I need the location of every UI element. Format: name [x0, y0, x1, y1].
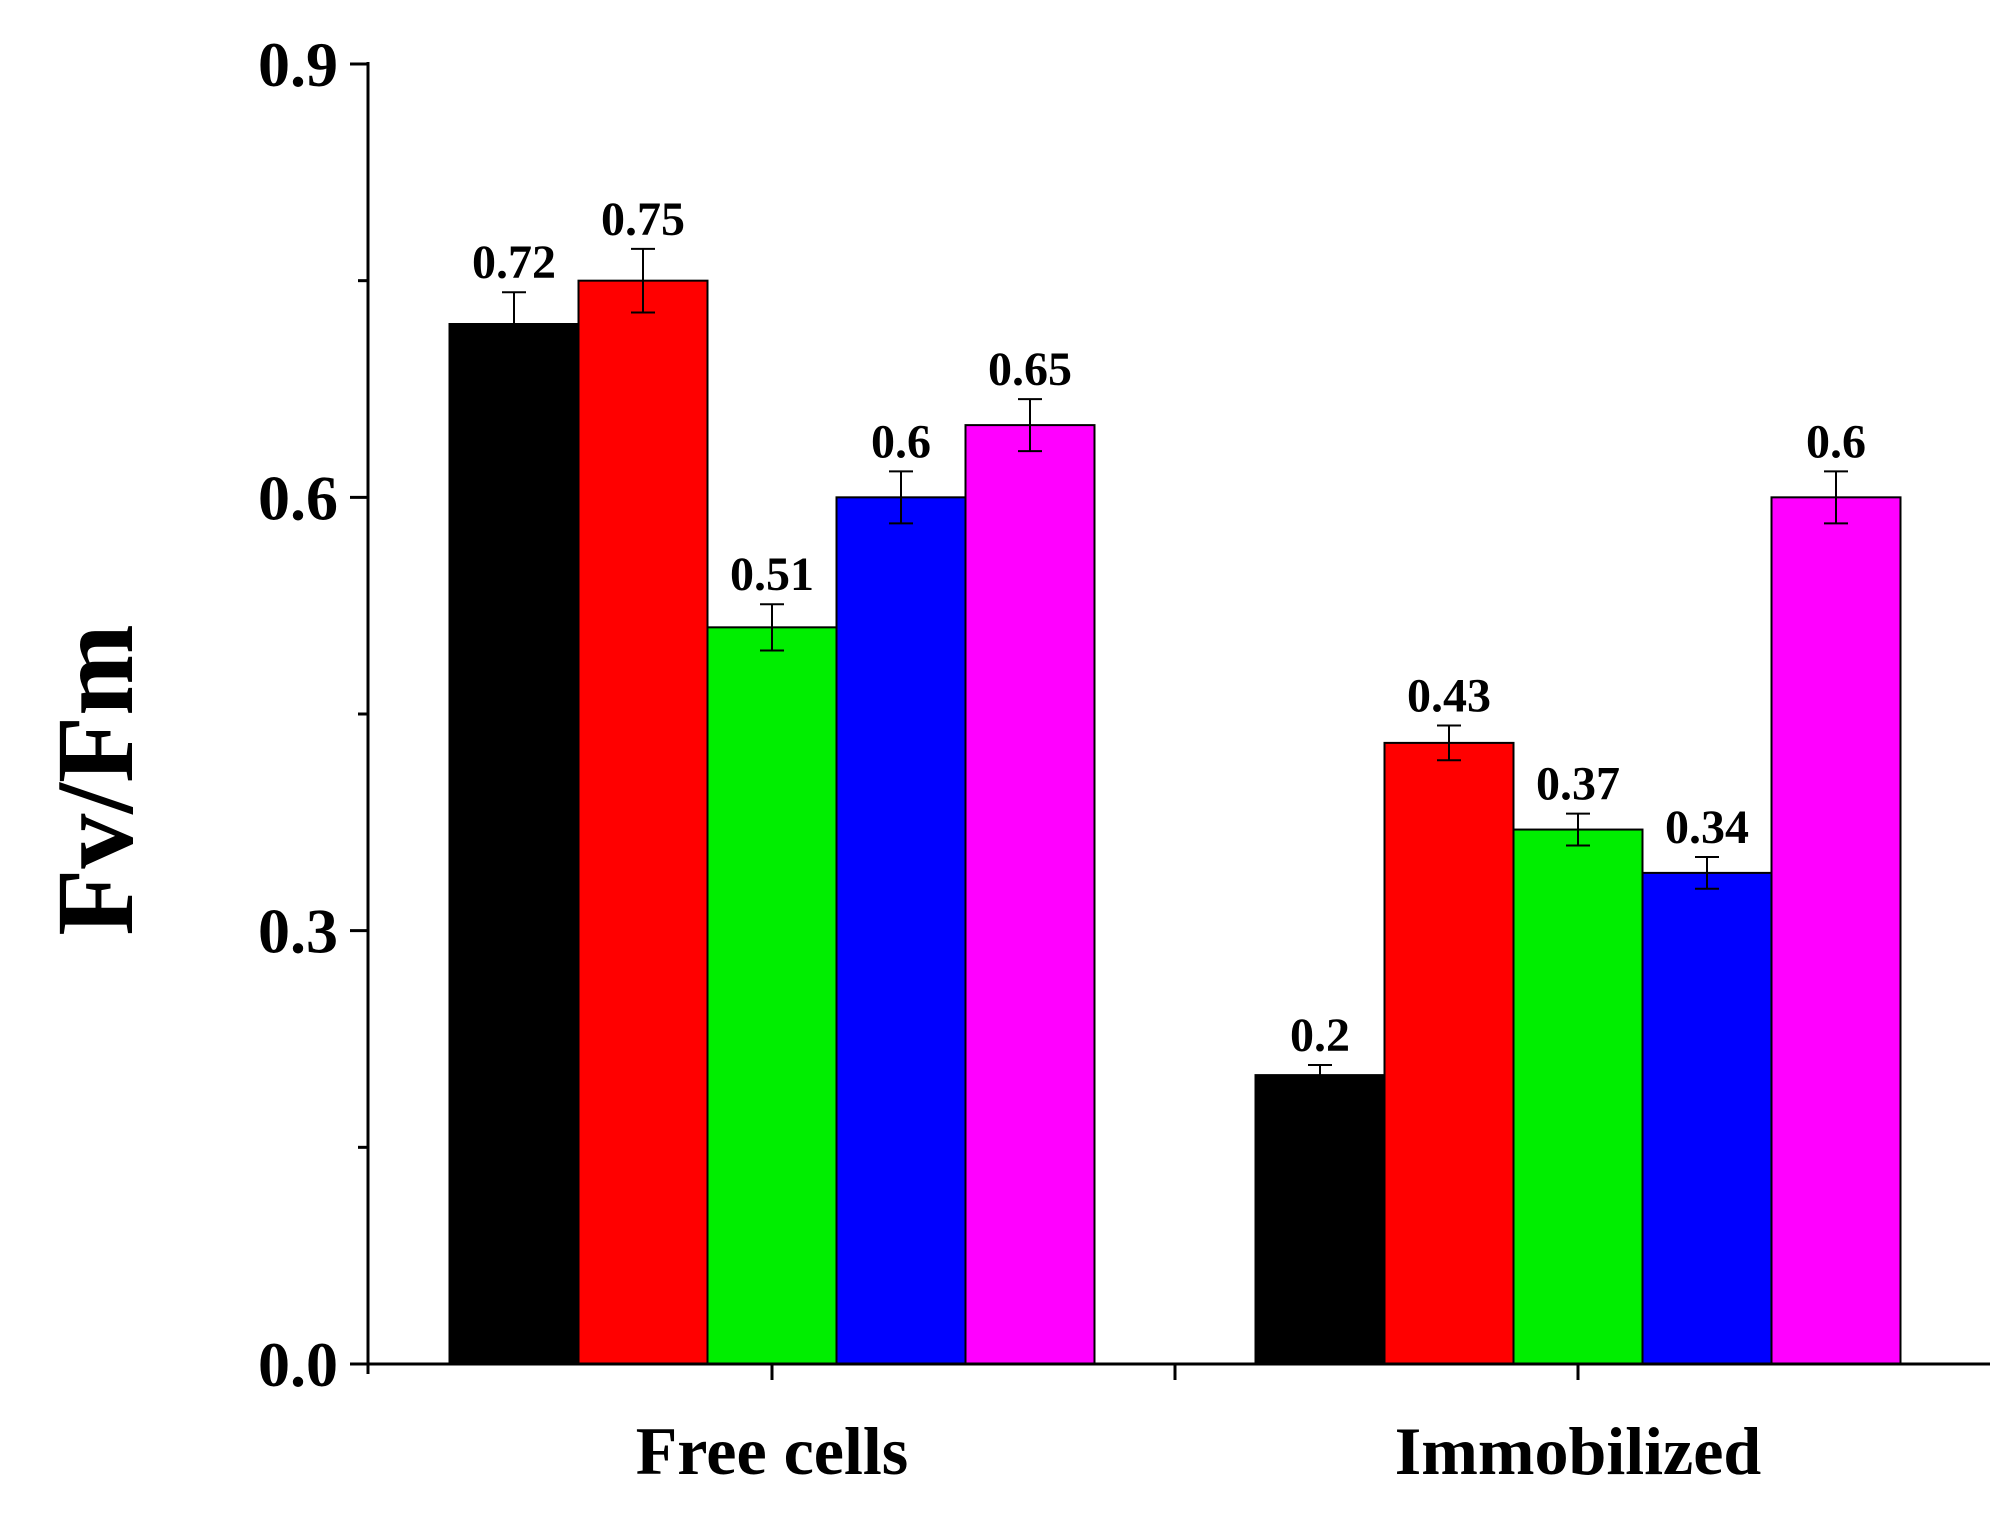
- bar-series-1-0: [448, 323, 580, 1365]
- x-category-label: Free cells: [636, 1413, 908, 1489]
- bar-series-5-0: [964, 424, 1096, 1366]
- value-label-series-1-1: 0.2: [1290, 1009, 1350, 1062]
- y-tick-label: 0.3: [258, 896, 338, 967]
- value-label-series-4-1: 0.34: [1665, 801, 1749, 854]
- value-label-series-3-1: 0.37: [1536, 758, 1620, 811]
- y-tick-label: 0.9: [258, 29, 338, 100]
- value-label-series-3-0: 0.51: [730, 548, 814, 601]
- value-label-series-2-1: 0.43: [1407, 670, 1491, 723]
- bar-series-1-1: [1254, 1074, 1386, 1365]
- bar-series-4-1: [1641, 871, 1773, 1366]
- bars-layer: [448, 279, 1902, 1366]
- axes-layer: 0.0 0.3 0.6 0.9 Free cells Immobilized: [258, 29, 1990, 1489]
- value-label-series-4-0: 0.6: [871, 415, 931, 468]
- value-label-series-5-0: 0.65: [988, 343, 1072, 396]
- y-axis-title: Fv/Fm: [34, 624, 156, 936]
- x-category-label: Immobilized: [1395, 1413, 1762, 1489]
- bar-series-2-0: [577, 279, 709, 1366]
- value-label-series-5-1: 0.6: [1806, 415, 1866, 468]
- bar-series-5-1: [1770, 496, 1902, 1366]
- bar-series-2-1: [1383, 741, 1515, 1365]
- bar-series-3-1: [1512, 828, 1644, 1365]
- value-label-series-2-0: 0.75: [601, 193, 685, 246]
- y-tick-label: 0.6: [258, 462, 338, 533]
- value-label-series-1-0: 0.72: [472, 236, 556, 289]
- bar-series-4-0: [835, 496, 967, 1366]
- error-bars-layer: [502, 247, 1848, 1087]
- y-tick-label: 0.0: [258, 1329, 338, 1400]
- bar-series-3-0: [706, 626, 838, 1365]
- value-labels-layer: 0.72 0.75 0.51 0.6 0.65 0.2 0.43 0.37 0.34 0.6: [472, 193, 1866, 1062]
